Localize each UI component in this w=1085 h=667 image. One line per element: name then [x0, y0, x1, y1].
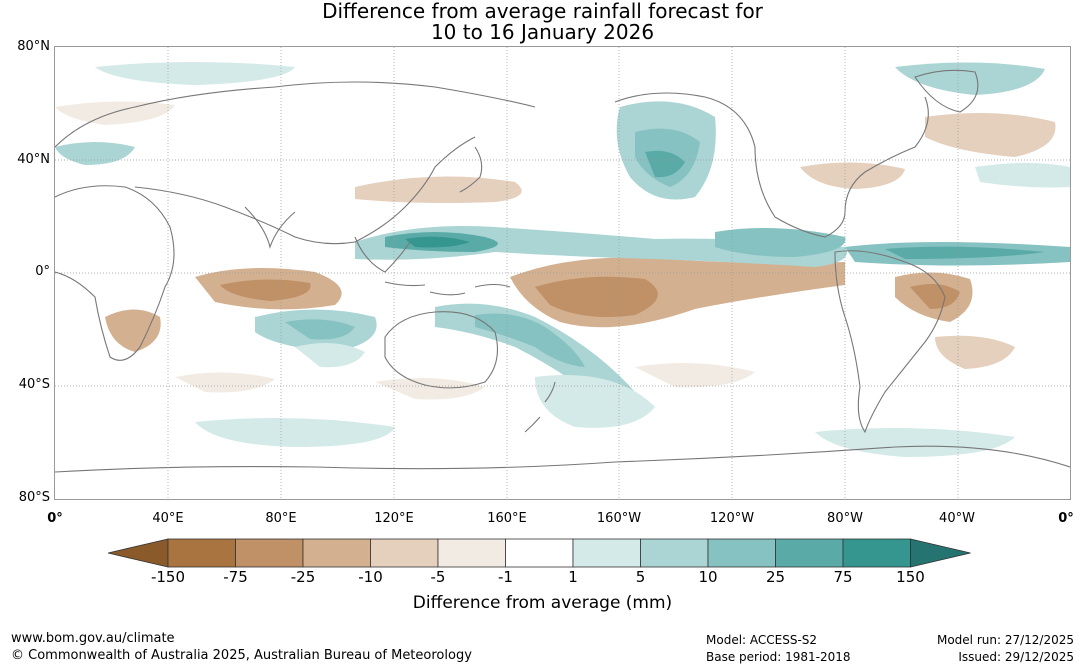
- lon-label-120w: 120°W: [709, 511, 755, 526]
- footer-model-run: Model run: 27/12/2025: [936, 633, 1074, 647]
- legend-tick-label: -75: [223, 568, 248, 586]
- lat-label-80s: 80°S: [18, 490, 50, 505]
- lon-label-160e: 160°E: [487, 511, 527, 526]
- legend-swatch-8: [640, 538, 709, 568]
- legend-tick-label: -5: [430, 568, 446, 586]
- lat-label-equator: 0°: [35, 264, 50, 279]
- legend-swatch-4: [370, 538, 439, 568]
- dry-area-north-atlantic: [925, 113, 1056, 157]
- wet-area-itcz-east: [715, 228, 846, 257]
- lon-label-0-east: 0°: [1058, 511, 1074, 526]
- legend-tick-label: 150: [896, 568, 925, 586]
- anomaly-shading: [55, 62, 1070, 457]
- legend-tick-label: -25: [290, 568, 316, 586]
- lon-label-120e: 120°E: [374, 511, 414, 526]
- legend-swatch-1: [167, 538, 236, 568]
- lat-label-40n: 40°N: [17, 152, 50, 167]
- legend-swatch-9: [707, 538, 776, 568]
- legend-swatch-10: [775, 538, 844, 568]
- map-title-line1: Difference from average rainfall forecas…: [322, 0, 763, 23]
- legend-tick-label: 5: [635, 568, 646, 586]
- legend-arrow-min: [107, 538, 169, 568]
- map-canvas: [55, 47, 1070, 499]
- legend-tick-label: 75: [833, 568, 853, 586]
- footer-base-period: Base period: 1981-2018: [706, 650, 851, 664]
- legend-tick-label: -150: [150, 568, 186, 586]
- legend-tick-label: 10: [698, 568, 718, 586]
- footer-copyright: © Commonwealth of Australia 2025, Austra…: [11, 648, 472, 663]
- dry-area-us: [800, 162, 905, 189]
- footer-website: www.bom.gov.au/climate: [11, 631, 175, 646]
- lon-label-160w: 160°W: [596, 511, 642, 526]
- wet-area-southern-ocean: [535, 375, 655, 428]
- legend-swatch-3: [302, 538, 371, 568]
- legend-swatch-7: [572, 538, 641, 568]
- legend-tick-label: 1: [568, 568, 578, 586]
- lon-label-80e: 80°E: [265, 511, 297, 526]
- lon-label-80w: 80°W: [827, 511, 863, 526]
- lon-label-0-west: 0°: [47, 511, 63, 526]
- legend-colorbar: [107, 538, 971, 568]
- dry-area-southern-africa: [105, 309, 161, 352]
- lon-label-40w: 40°W: [939, 511, 975, 526]
- footer-issued: Issued: 29/12/2025: [958, 650, 1074, 664]
- legend-tick-label: -10: [358, 568, 383, 586]
- legend-swatch-5: [437, 538, 506, 568]
- legend-tick-label: -1: [498, 568, 513, 586]
- lon-label-40e: 40°E: [152, 511, 184, 526]
- coastlines: [55, 69, 1070, 473]
- lat-label-40s: 40°S: [18, 377, 50, 392]
- rainfall-anomaly-map: [54, 46, 1071, 500]
- dry-area-south-atlantic: [935, 335, 1015, 369]
- legend-tick-label: 25: [765, 568, 786, 586]
- color-legend: [107, 538, 978, 568]
- legend-arrow-max: [910, 538, 971, 568]
- legend-swatch-2: [235, 538, 304, 568]
- legend-title: Difference from average (mm): [412, 593, 673, 613]
- legend-swatch-6: [505, 538, 574, 568]
- map-title-line2: 10 to 16 January 2026: [430, 20, 655, 44]
- graticule: [55, 47, 1070, 499]
- lat-label-80n: 80°N: [17, 39, 50, 54]
- dry-area-north-pacific: [355, 176, 522, 203]
- legend-swatch-11: [842, 538, 911, 568]
- footer-model: Model: ACCESS-S2: [706, 633, 818, 647]
